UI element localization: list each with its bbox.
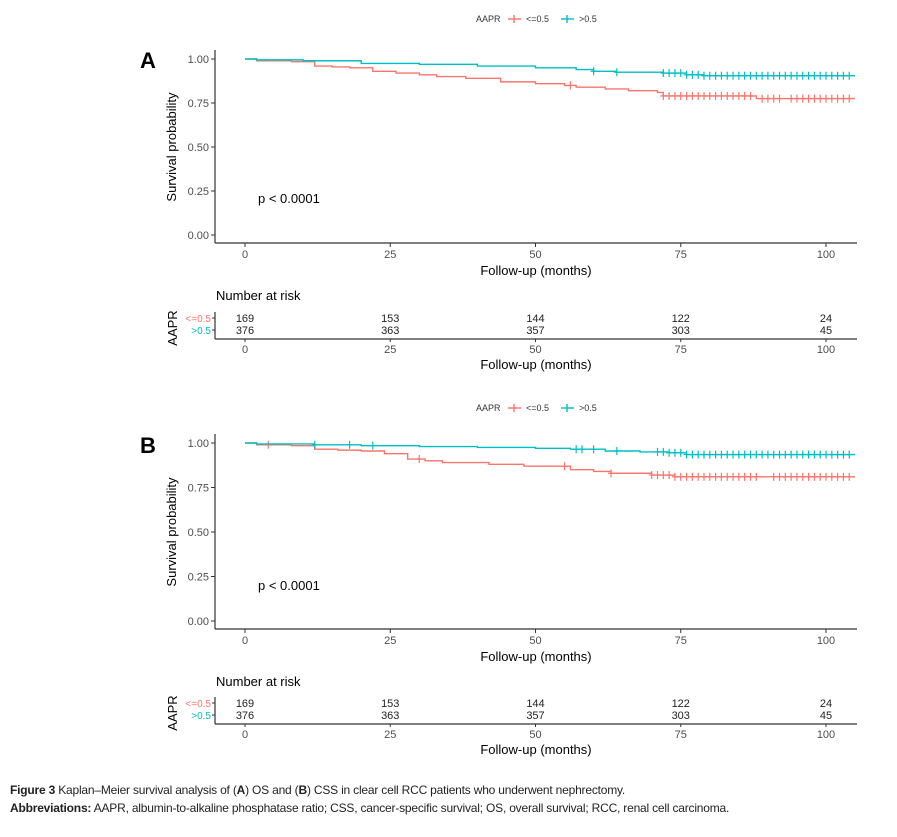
risk-value: 45 xyxy=(820,325,832,337)
risk-value: 24 xyxy=(820,698,832,710)
risk-value: 122 xyxy=(672,313,690,325)
x-tick-label: 25 xyxy=(384,635,396,647)
x-tick-label: 75 xyxy=(675,635,687,647)
survival-curve xyxy=(245,58,856,100)
risk-value: 303 xyxy=(672,710,690,722)
abbreviations-caption: Abbreviations: AAPR, albumin-to-alkaline… xyxy=(10,801,729,815)
risk-value: 144 xyxy=(526,698,544,710)
risk-x-axis-label: Follow-up (months) xyxy=(480,357,591,372)
risk-value: 169 xyxy=(236,313,254,325)
risk-value: 24 xyxy=(820,313,832,325)
y-tick-label: 0.00 xyxy=(188,230,209,242)
y-tick-label: 1.00 xyxy=(188,54,209,66)
risk-value: 169 xyxy=(236,698,254,710)
risk-row-label: <=0.5 xyxy=(185,699,211,710)
risk-x-tick-label: 100 xyxy=(817,729,835,741)
risk-value: 153 xyxy=(381,313,399,325)
risk-x-tick-label: 0 xyxy=(242,729,248,741)
risk-x-tick-label: 50 xyxy=(529,344,541,356)
legend-label: <=0.5 xyxy=(526,14,549,24)
x-tick-label: 0 xyxy=(242,635,248,647)
x-tick-label: 75 xyxy=(675,249,687,261)
risk-value: 144 xyxy=(526,313,544,325)
risk-x-axis-label: Follow-up (months) xyxy=(480,742,591,757)
risk-table-strata-label: AAPR xyxy=(165,310,180,345)
y-tick-label: 0.50 xyxy=(188,527,209,539)
abbreviations-label: Abbreviations: xyxy=(10,801,92,815)
x-axis-label: Follow-up (months) xyxy=(480,263,591,278)
risk-value: 45 xyxy=(820,710,832,722)
risk-row-label: <=0.5 xyxy=(185,314,211,325)
series-aapr-low xyxy=(245,58,856,103)
p-value-annotation: p < 0.0001 xyxy=(258,578,320,593)
x-tick-label: 100 xyxy=(817,635,835,647)
y-tick-label: 1.00 xyxy=(188,438,209,450)
risk-value: 153 xyxy=(381,698,399,710)
series-aapr-high xyxy=(245,440,856,459)
risk-value: 363 xyxy=(381,710,399,722)
caption-text-4: ) CSS in clear cell RCC patients who und… xyxy=(306,783,626,797)
legend: AAPR <=0.5 >0.5 xyxy=(476,403,597,413)
y-tick-label: 0.25 xyxy=(188,186,209,198)
y-tick-label: 0.00 xyxy=(188,616,209,628)
x-tick-label: 100 xyxy=(817,249,835,261)
risk-x-tick-label: 50 xyxy=(529,729,541,741)
risk-x-tick-label: 75 xyxy=(675,729,687,741)
risk-value: 357 xyxy=(526,710,544,722)
y-tick-label: 0.50 xyxy=(188,142,209,154)
x-tick-label: 50 xyxy=(529,635,541,647)
legend-label: <=0.5 xyxy=(526,403,549,413)
risk-row-label: >0.5 xyxy=(191,711,211,722)
y-axis-label: Survival probability xyxy=(164,477,179,587)
p-value-annotation: p < 0.0001 xyxy=(258,191,320,206)
y-axis-label: Survival probability xyxy=(164,92,179,202)
caption-panel-a: A xyxy=(236,783,246,797)
x-tick-label: 50 xyxy=(529,249,541,261)
risk-value: 376 xyxy=(236,710,254,722)
panel-label: B xyxy=(140,433,156,458)
y-tick-label: 0.75 xyxy=(188,483,209,495)
x-tick-label: 0 xyxy=(242,249,248,261)
risk-x-tick-label: 25 xyxy=(384,729,396,741)
km-panel-a: AAPR <=0.5 >0.5A0.000.250.500.751.000 25 50 7… xyxy=(140,14,857,372)
km-panel-b: AAPR <=0.5 >0.5B0.000.250.500.751.000 25 50 7… xyxy=(140,403,857,757)
risk-x-tick-label: 75 xyxy=(675,344,687,356)
km-figure: AAPR <=0.5 >0.5A0.000.250.500.751.000 25 50 7… xyxy=(140,14,857,757)
y-tick-label: 0.25 xyxy=(188,572,209,584)
risk-table-title: Number at risk xyxy=(216,288,301,303)
caption-text-2: ) OS and ( xyxy=(245,783,299,797)
risk-value: 357 xyxy=(526,325,544,337)
risk-value: 303 xyxy=(672,325,690,337)
figure-label: Figure 3 xyxy=(10,783,56,797)
risk-table: Number at risk <=0.5 169 153 144 122 24 >0.5 376… xyxy=(165,674,857,757)
risk-row-label: >0.5 xyxy=(191,326,211,337)
risk-table-title: Number at risk xyxy=(216,674,301,689)
risk-x-tick-label: 25 xyxy=(384,344,396,356)
risk-value: 122 xyxy=(672,698,690,710)
legend: AAPR <=0.5 >0.5 xyxy=(476,14,597,24)
panel-label: A xyxy=(140,48,156,73)
figure-caption: Figure 3 Kaplan–Meier survival analysis … xyxy=(10,783,625,797)
caption-panel-b: B xyxy=(298,783,307,797)
caption-text-0: Kaplan–Meier survival analysis of ( xyxy=(55,783,237,797)
legend-label: >0.5 xyxy=(579,403,597,413)
legend-title: AAPR xyxy=(476,14,501,24)
risk-value: 363 xyxy=(381,325,399,337)
risk-x-tick-label: 100 xyxy=(817,344,835,356)
risk-table-strata-label: AAPR xyxy=(165,695,180,730)
risk-table: Number at risk <=0.5 169 153 144 122 24 >0.5 376… xyxy=(165,288,857,372)
risk-x-tick-label: 0 xyxy=(242,344,248,356)
x-axis-label: Follow-up (months) xyxy=(480,649,591,664)
legend-title: AAPR xyxy=(476,403,501,413)
risk-value: 376 xyxy=(236,325,254,337)
y-tick-label: 0.75 xyxy=(188,98,209,110)
series-aapr-high xyxy=(245,58,856,80)
series-aapr-low xyxy=(245,440,856,481)
abbreviations-text: AAPR, albumin-to-alkaline phosphatase ra… xyxy=(91,801,730,815)
legend-label: >0.5 xyxy=(579,14,597,24)
x-tick-label: 25 xyxy=(384,249,396,261)
